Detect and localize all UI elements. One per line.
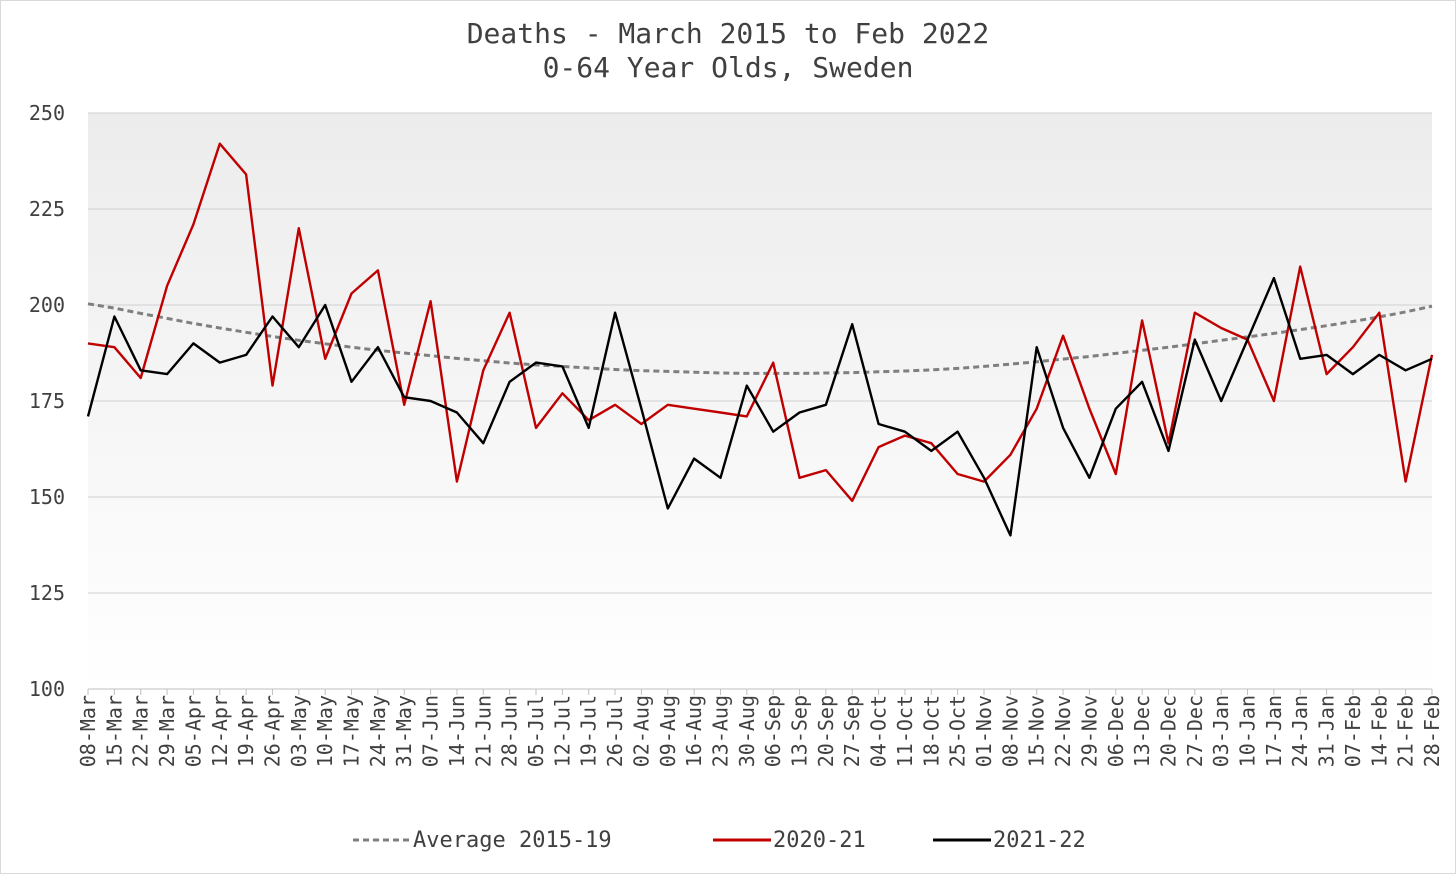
legend-label-0: Average 2015-19 bbox=[413, 828, 612, 853]
x-tick-label: 12-Jul bbox=[550, 695, 574, 767]
x-tick-label: 05-Apr bbox=[181, 695, 205, 767]
x-tick-label: 30-Aug bbox=[735, 695, 759, 767]
x-tick-label: 27-Sep bbox=[840, 695, 864, 767]
x-tick-label: 12-Apr bbox=[208, 695, 232, 767]
series-line-2 bbox=[86, 276, 1433, 537]
x-tick-label: 24-Jan bbox=[1288, 695, 1312, 767]
x-tick-label: 06-Dec bbox=[1104, 695, 1128, 767]
x-tick-label: 08-Mar bbox=[76, 695, 100, 767]
x-tick-label: 21-Feb bbox=[1394, 695, 1418, 767]
x-tick-label: 09-Aug bbox=[656, 695, 680, 767]
x-tick-label: 23-Aug bbox=[708, 695, 732, 767]
x-tick-label: 10-Jan bbox=[1236, 695, 1260, 767]
x-tick-label: 07-Jun bbox=[419, 695, 443, 767]
x-tick-label: 13-Sep bbox=[788, 695, 812, 767]
x-tick-label: 13-Dec bbox=[1130, 695, 1154, 767]
x-tick-label: 01-Nov bbox=[972, 695, 996, 767]
x-tick-label: 22-Mar bbox=[129, 695, 153, 767]
y-tick-label: 125 bbox=[29, 581, 65, 605]
x-tick-label: 31-Jan bbox=[1315, 695, 1339, 767]
series-lines bbox=[86, 142, 1434, 537]
legend: Average 2015-19 2020-21 2021-22 bbox=[353, 828, 1086, 853]
chart-title: Deaths - March 2015 to Feb 2022 bbox=[467, 17, 990, 50]
legend-label-2: 2021-22 bbox=[993, 828, 1086, 853]
y-tick-label: 175 bbox=[29, 389, 65, 413]
x-tick-label: 29-Nov bbox=[1077, 695, 1101, 767]
x-tick-label: 28-Feb bbox=[1420, 695, 1444, 767]
x-axis: 08-Mar 15-Mar 22-Mar 29-Mar 05-Apr 12-Apr 19-A… bbox=[76, 688, 1444, 767]
x-tick-label: 04-Oct bbox=[867, 695, 891, 767]
x-tick-label: 16-Aug bbox=[682, 695, 706, 767]
series-line-1 bbox=[87, 142, 1434, 502]
x-tick-label: 02-Aug bbox=[629, 695, 653, 767]
x-tick-label: 07-Feb bbox=[1341, 695, 1365, 767]
x-tick-label: 19-Jul bbox=[577, 695, 601, 767]
x-tick-label: 31-May bbox=[392, 695, 416, 767]
x-tick-label: 05-Jul bbox=[524, 695, 548, 767]
y-tick-label: 150 bbox=[29, 485, 65, 509]
x-tick-label: 24-May bbox=[366, 695, 390, 767]
x-tick-label: 28-Jun bbox=[498, 695, 522, 767]
x-tick-label: 14-Feb bbox=[1367, 695, 1391, 767]
x-tick-label: 25-Oct bbox=[946, 695, 970, 767]
x-tick-label: 26-Jul bbox=[603, 695, 627, 767]
x-tick-label: 11-Oct bbox=[893, 695, 917, 767]
x-tick-label: 21-Jun bbox=[471, 695, 495, 767]
x-tick-label: 27-Dec bbox=[1183, 695, 1207, 767]
x-tick-label: 15-Mar bbox=[102, 695, 126, 767]
x-tick-label: 29-Mar bbox=[155, 695, 179, 767]
x-tick-label: 20-Sep bbox=[814, 695, 838, 767]
y-axis-ticks: 100 125 150 175 200 225 250 bbox=[29, 101, 65, 701]
legend-label-1: 2020-21 bbox=[773, 828, 866, 853]
y-tick-label: 200 bbox=[29, 293, 65, 317]
x-tick-label: 26-Apr bbox=[260, 695, 284, 767]
y-tick-label: 225 bbox=[29, 197, 65, 221]
x-tick-label: 19-Apr bbox=[234, 695, 258, 767]
x-tick-label: 06-Sep bbox=[761, 695, 785, 767]
x-tick-label: 20-Dec bbox=[1156, 695, 1180, 767]
x-tick-label: 14-Jun bbox=[445, 695, 469, 767]
y-tick-label: 100 bbox=[29, 677, 65, 701]
x-tick-label: 18-Oct bbox=[919, 695, 943, 767]
x-tick-label: 10-May bbox=[313, 695, 337, 767]
gridlines bbox=[88, 112, 1432, 594]
x-tick-label: 17-Jan bbox=[1262, 695, 1286, 767]
x-tick-label: 15-Nov bbox=[1025, 695, 1049, 767]
chart-subtitle: 0-64 Year Olds, Sweden bbox=[543, 51, 914, 84]
x-tick-label: 17-May bbox=[340, 695, 364, 767]
x-tick-label: 03-May bbox=[287, 695, 311, 767]
y-tick-label: 250 bbox=[29, 101, 65, 125]
x-tick-label: 08-Nov bbox=[998, 695, 1022, 767]
x-tick-label: 22-Nov bbox=[1051, 695, 1075, 767]
x-tick-label: 03-Jan bbox=[1209, 695, 1233, 767]
